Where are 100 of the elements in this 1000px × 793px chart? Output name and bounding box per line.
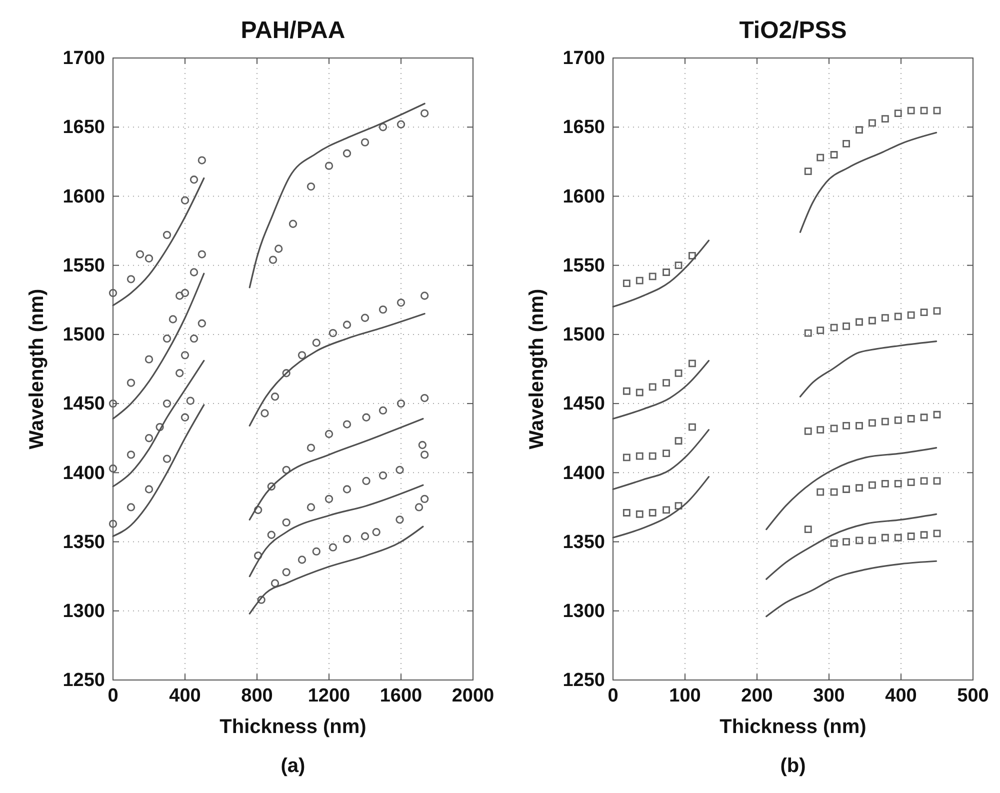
point — [378, 471, 388, 480]
line-series — [766, 560, 938, 618]
y-tick-label: 1600 — [62, 186, 105, 208]
point — [907, 415, 915, 422]
point — [267, 482, 276, 491]
text: (a) — [280, 755, 306, 777]
y-tick-label: 1250 — [62, 670, 105, 692]
point — [648, 272, 656, 280]
point — [662, 268, 670, 276]
point — [190, 176, 198, 184]
point — [306, 444, 316, 452]
point — [198, 156, 206, 164]
point — [288, 220, 298, 228]
point — [894, 110, 902, 117]
point — [362, 413, 370, 422]
point — [933, 410, 941, 418]
y-tick-label: 1400 — [562, 462, 605, 484]
point — [688, 423, 696, 431]
y-tick-label: 1650 — [562, 117, 605, 138]
point — [804, 168, 812, 176]
y-tick-label: 1500 — [62, 324, 105, 346]
point — [804, 428, 812, 435]
point — [190, 268, 198, 276]
point — [342, 485, 352, 494]
point — [688, 360, 696, 368]
y-axis-title: Wavelength (nm) — [26, 288, 48, 450]
point — [324, 494, 334, 504]
point — [360, 532, 370, 540]
point — [162, 399, 172, 408]
point — [282, 466, 290, 474]
point — [830, 151, 838, 158]
point — [816, 488, 824, 496]
y-tick-label: 1450 — [62, 394, 105, 415]
line-series — [799, 340, 938, 398]
point — [176, 292, 184, 300]
point — [362, 476, 370, 486]
point — [804, 329, 812, 337]
chart-title: PAH/PAA — [240, 17, 346, 44]
point — [254, 506, 262, 514]
x-tick-label: 100 — [669, 685, 701, 706]
point — [674, 502, 682, 510]
point — [396, 399, 406, 408]
point — [267, 530, 276, 539]
point — [894, 416, 902, 424]
point — [894, 534, 902, 542]
point — [622, 387, 630, 395]
point — [816, 426, 824, 434]
point — [907, 532, 915, 540]
point — [636, 452, 644, 460]
line-series — [248, 418, 424, 520]
line-series — [248, 526, 424, 614]
point — [622, 454, 630, 462]
line-series — [248, 312, 426, 426]
point — [856, 126, 863, 134]
point — [298, 556, 306, 564]
point — [260, 409, 269, 418]
point — [328, 543, 338, 552]
point — [268, 256, 278, 264]
point — [180, 288, 190, 298]
point — [198, 250, 206, 258]
point — [168, 315, 178, 324]
point — [830, 424, 838, 432]
point — [282, 518, 290, 527]
point — [372, 528, 380, 536]
point — [842, 322, 850, 330]
point — [636, 388, 644, 396]
point — [842, 140, 850, 148]
point — [622, 509, 630, 516]
point — [662, 379, 670, 387]
y-tick-label: 1450 — [562, 394, 605, 415]
point — [136, 250, 144, 258]
point — [378, 305, 388, 314]
point — [933, 307, 941, 315]
point — [186, 396, 194, 405]
point — [648, 452, 656, 460]
point — [360, 314, 370, 322]
point — [856, 422, 863, 430]
point — [907, 106, 915, 114]
point — [144, 254, 154, 262]
point — [144, 485, 154, 494]
point — [190, 334, 198, 343]
x-tick-label: 500 — [957, 685, 989, 706]
point — [933, 530, 941, 538]
point — [933, 477, 941, 485]
point — [907, 311, 915, 319]
chart-title: TiO2/PSS — [739, 17, 847, 44]
point — [360, 138, 370, 146]
point — [868, 119, 876, 127]
text: (b) — [780, 755, 806, 777]
point — [282, 568, 290, 576]
point — [907, 478, 915, 486]
point — [342, 420, 352, 428]
point — [856, 536, 863, 544]
x-tick-label: 400 — [885, 685, 917, 706]
point — [868, 481, 876, 489]
point — [324, 430, 334, 438]
point — [282, 369, 290, 378]
point — [162, 230, 172, 240]
x-tick-label: 800 — [241, 685, 273, 706]
point — [342, 149, 352, 158]
